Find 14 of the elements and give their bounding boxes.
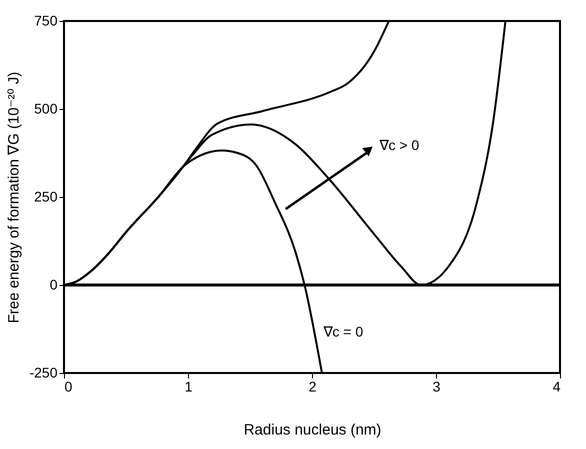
y-tick-label: 0 bbox=[50, 276, 58, 292]
y-tick-label: 500 bbox=[34, 100, 58, 116]
x-tick-label: 3 bbox=[432, 378, 441, 394]
annotation: ∇c > 0 bbox=[378, 136, 420, 153]
y-tick-label: -250 bbox=[29, 364, 58, 380]
annotation: ∇c = 0 bbox=[322, 324, 364, 340]
y-tick-label: 250 bbox=[34, 188, 58, 204]
x-tick-label: 0 bbox=[64, 378, 72, 394]
y-tick-label: 750 bbox=[34, 12, 58, 28]
x-axis-title: Radius nucleus (nm) bbox=[244, 422, 382, 438]
x-tick-label: 2 bbox=[308, 378, 317, 394]
x-tick-label: 4 bbox=[552, 378, 561, 394]
x-tick-label: 1 bbox=[184, 378, 193, 394]
y-axis-title: Free energy of formation ∇G (10⁻²⁰ J) bbox=[5, 72, 22, 324]
